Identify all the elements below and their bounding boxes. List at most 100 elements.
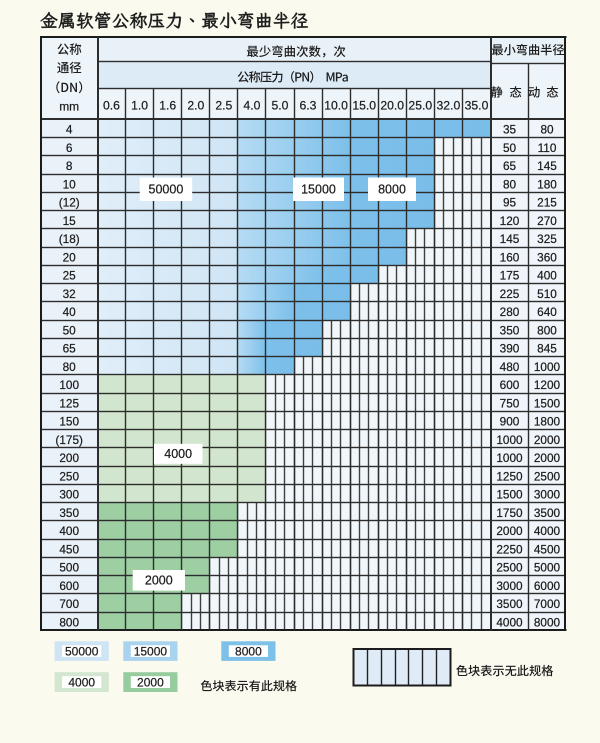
svg-text:1000: 1000 (534, 360, 561, 374)
svg-text:65: 65 (63, 342, 77, 356)
svg-text:15.0: 15.0 (352, 99, 376, 113)
svg-text:1500: 1500 (496, 488, 523, 502)
svg-text:2000: 2000 (496, 524, 523, 538)
svg-text:4000: 4000 (164, 447, 192, 461)
svg-text:50000: 50000 (149, 183, 184, 197)
svg-text:2.0: 2.0 (187, 99, 204, 113)
svg-text:400: 400 (537, 269, 557, 283)
svg-text:8: 8 (66, 159, 73, 173)
svg-text:500: 500 (59, 561, 79, 575)
svg-text:175: 175 (500, 269, 520, 283)
svg-text:145: 145 (500, 232, 520, 246)
svg-text:510: 510 (537, 287, 557, 301)
svg-text:3000: 3000 (534, 488, 561, 502)
svg-text:160: 160 (500, 250, 520, 264)
svg-text:5.0: 5.0 (272, 99, 289, 113)
svg-text:1500: 1500 (534, 396, 561, 410)
svg-text:390: 390 (500, 342, 520, 356)
svg-text:2000: 2000 (534, 451, 561, 465)
svg-text:2.5: 2.5 (215, 99, 232, 113)
svg-text:6.3: 6.3 (300, 99, 317, 113)
svg-text:145: 145 (537, 159, 557, 173)
svg-text:2000: 2000 (137, 675, 164, 689)
svg-text:2250: 2250 (496, 542, 523, 556)
svg-text:4: 4 (66, 123, 73, 137)
svg-text:95: 95 (503, 196, 517, 210)
svg-text:8000: 8000 (534, 615, 561, 629)
svg-text:(175): (175) (55, 433, 83, 447)
svg-text:2500: 2500 (496, 561, 523, 575)
svg-text:180: 180 (537, 178, 557, 192)
svg-text:8000: 8000 (235, 644, 262, 658)
svg-text:(18): (18) (59, 232, 80, 246)
svg-text:80: 80 (63, 360, 77, 374)
svg-text:800: 800 (537, 323, 557, 337)
svg-text:0.6: 0.6 (103, 99, 120, 113)
svg-text:2000: 2000 (145, 574, 173, 588)
svg-text:225: 225 (500, 287, 520, 301)
svg-text:200: 200 (59, 451, 79, 465)
svg-text:1800: 1800 (534, 415, 561, 429)
svg-text:32: 32 (63, 287, 76, 301)
svg-text:20: 20 (63, 250, 77, 264)
svg-text:450: 450 (59, 542, 79, 556)
svg-text:600: 600 (59, 579, 79, 593)
svg-text:300: 300 (59, 488, 79, 502)
svg-text:35.0: 35.0 (465, 99, 489, 113)
svg-text:25: 25 (63, 269, 77, 283)
svg-text:50: 50 (503, 141, 517, 155)
svg-text:125: 125 (59, 396, 79, 410)
svg-text:750: 750 (500, 396, 520, 410)
svg-text:3500: 3500 (496, 597, 523, 611)
svg-text:15000: 15000 (134, 644, 168, 658)
svg-text:4.0: 4.0 (243, 99, 260, 113)
svg-text:6000: 6000 (534, 579, 561, 593)
svg-text:270: 270 (537, 214, 557, 228)
svg-text:4500: 4500 (534, 542, 561, 556)
svg-text:32.0: 32.0 (437, 99, 461, 113)
svg-text:15: 15 (63, 214, 77, 228)
svg-text:1000: 1000 (496, 433, 523, 447)
svg-text:350: 350 (59, 506, 79, 520)
svg-text:25.0: 25.0 (408, 99, 432, 113)
svg-text:7000: 7000 (534, 597, 561, 611)
svg-text:50: 50 (63, 323, 77, 337)
svg-text:3000: 3000 (496, 579, 523, 593)
svg-text:10.0: 10.0 (324, 99, 348, 113)
svg-text:640: 640 (537, 305, 557, 319)
svg-text:350: 350 (500, 323, 520, 337)
svg-text:100: 100 (59, 378, 79, 392)
svg-text:4000: 4000 (534, 524, 561, 538)
svg-text:8000: 8000 (378, 183, 406, 197)
svg-text:1750: 1750 (496, 506, 523, 520)
svg-text:1200: 1200 (534, 378, 561, 392)
svg-text:1.6: 1.6 (159, 99, 176, 113)
svg-text:20.0: 20.0 (380, 99, 404, 113)
svg-text:5000: 5000 (534, 561, 561, 575)
svg-text:65: 65 (503, 159, 517, 173)
svg-text:10: 10 (63, 178, 77, 192)
svg-text:360: 360 (537, 250, 557, 264)
svg-text:110: 110 (538, 141, 557, 155)
svg-text:325: 325 (537, 232, 557, 246)
svg-text:400: 400 (59, 524, 79, 538)
svg-text:1000: 1000 (496, 451, 523, 465)
svg-text:mm: mm (59, 99, 79, 113)
svg-text:600: 600 (500, 378, 520, 392)
svg-text:2000: 2000 (534, 433, 561, 447)
svg-text:80: 80 (540, 123, 554, 137)
svg-text:(12): (12) (59, 196, 80, 210)
svg-text:250: 250 (59, 469, 79, 483)
svg-text:50000: 50000 (65, 644, 99, 658)
svg-text:3500: 3500 (534, 506, 561, 520)
svg-text:800: 800 (59, 615, 79, 629)
svg-text:35: 35 (503, 123, 517, 137)
svg-text:6: 6 (66, 141, 73, 155)
svg-text:900: 900 (500, 415, 520, 429)
svg-text:4000: 4000 (68, 675, 95, 689)
svg-text:80: 80 (503, 178, 517, 192)
svg-text:15000: 15000 (301, 183, 336, 197)
svg-text:480: 480 (500, 360, 520, 374)
svg-text:4000: 4000 (496, 615, 523, 629)
svg-text:40: 40 (63, 305, 77, 319)
